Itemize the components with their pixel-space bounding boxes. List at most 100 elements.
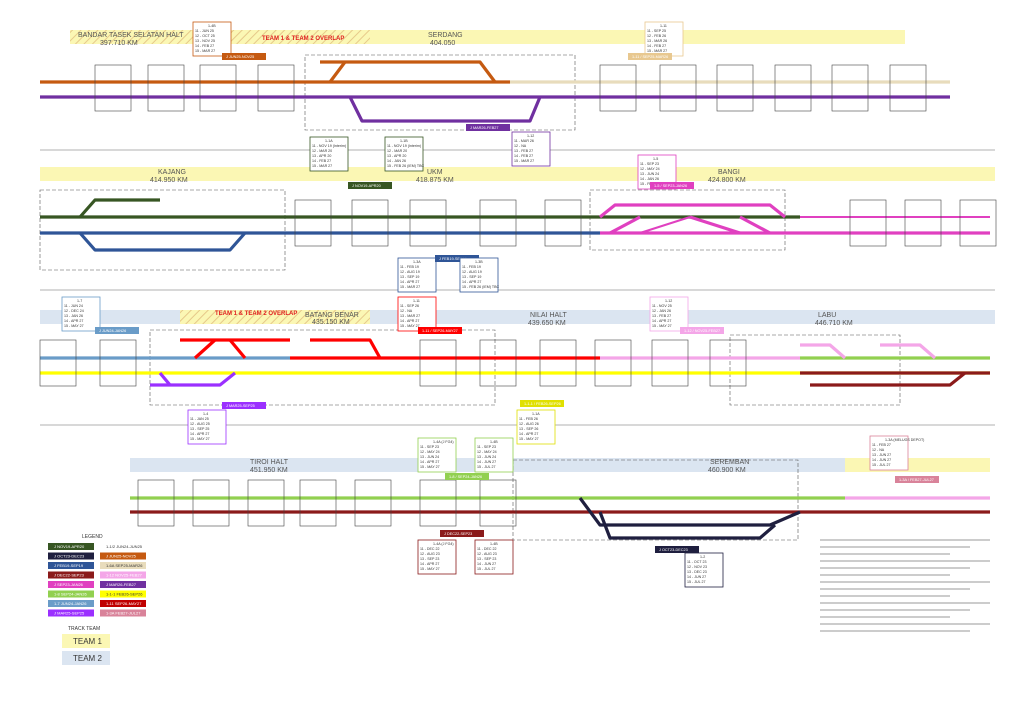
stage-tag-label: J NOV19-APR20: [352, 184, 381, 188]
callout-line: 11 - DEC 22: [477, 547, 497, 551]
callout-title: 1-11: [413, 299, 420, 303]
callout-line: 11 - SEP 23: [640, 162, 659, 166]
callout-line: 12 - AUG 26: [519, 422, 539, 426]
callout-line: 13 - SEP 23: [420, 557, 439, 561]
callout-line: 11 - SEP 23: [420, 445, 439, 449]
station-label: BATANG BENAR: [305, 312, 359, 319]
callout-line: 15 - MAY 27: [400, 324, 420, 328]
signal-box: [419, 339, 457, 387]
station-label: TIROI HALT: [250, 459, 289, 466]
callout-title: 1-1B: [400, 139, 408, 143]
signal-box: [716, 64, 754, 112]
stage-tag: [95, 327, 139, 334]
stage-tag: [895, 476, 939, 483]
legend-label: J MAR26-FEB27: [106, 582, 137, 587]
callout-frame: [511, 131, 551, 167]
callout-frame: [61, 296, 101, 332]
callout-line: 14 - FEB 27: [514, 154, 533, 158]
callout-line: 11 - FEB 26: [519, 417, 538, 421]
callout-line: 13 - DEC 23: [687, 570, 707, 574]
legend-label: J OCT23-DEC23: [54, 554, 85, 559]
signal-box: [354, 479, 392, 527]
callout-line: 14 - FEB 27: [647, 44, 666, 48]
callout-line: 14 - APR 27: [519, 432, 538, 436]
signal-box: [544, 199, 582, 247]
legend-label: 1-11 SEP26-MAY27: [106, 601, 142, 606]
station-km: 424.800 KM: [708, 177, 746, 184]
station-boundary: [729, 334, 901, 406]
callout-line: 11 - FEB 19: [400, 265, 419, 269]
track-segment: [78, 231, 247, 252]
track-segment: [348, 96, 542, 123]
team1-swatch: [62, 634, 110, 648]
callout-line: 12 - FEB 26: [647, 34, 666, 38]
callout-title: 1-3A: [413, 260, 421, 264]
track-team-key: TRACK TEAM TEAM 1 TEAM 2: [62, 626, 110, 665]
callout-title: 1-3B: [475, 260, 483, 264]
signal-box: [257, 64, 295, 112]
signal-box: [137, 479, 175, 527]
callout-line: 15 - JUL 27: [477, 465, 495, 469]
stage-tag: [348, 182, 392, 189]
callout-line: 14 - APR 27: [420, 460, 439, 464]
stage-tag-label: 1-5 / SEP23-JAN26: [654, 184, 687, 188]
legend-swatch: [48, 590, 94, 598]
callout-line: 15 - FEB 26 (IEM) TBC: [462, 285, 499, 289]
callout-line: 11 - SEP 25: [647, 29, 666, 33]
signal-box: [94, 64, 132, 112]
callout-line: 15 - MAY 27: [652, 324, 672, 328]
callout-line: 14 - JUN 27: [687, 575, 706, 579]
legend-swatch: [48, 543, 94, 550]
signal-box: [147, 64, 185, 112]
stage-tag-label: J JUN25-NOV25: [226, 55, 254, 59]
callout-line: 15 - MAY 27: [420, 465, 440, 469]
stage-tag-label: 1-12 / NOV25-FEB27: [684, 329, 720, 333]
callout-line: 11 - SEP 26: [400, 304, 419, 308]
station-label: UKM: [427, 169, 443, 176]
station-boundary: [512, 459, 799, 541]
legend-swatch: [48, 562, 94, 569]
callout-line: 15 - MAR 27: [647, 49, 667, 53]
stage-tag-label: 1-1-1 / FEB26-SEP26: [524, 402, 561, 406]
callout-title: 1-4B: [208, 24, 216, 28]
signal-box: [831, 64, 869, 112]
track-segment: [193, 338, 217, 360]
stage-tag-label: 1-3A / FEB27-JUL27: [899, 478, 934, 482]
signal-box: [659, 64, 697, 112]
callout-line: 12 - JAN 26: [652, 309, 671, 313]
track-segment: [320, 60, 497, 83]
callout-line: 12 - DEC 24: [64, 309, 84, 313]
callout-line: 13 - SEP 19: [462, 275, 481, 279]
station-label: KAJANG: [158, 169, 186, 176]
callout-frame: [187, 409, 227, 445]
callout-line: 13 - JUN 27: [872, 453, 891, 457]
callout-line: 11 - SEP 23: [477, 445, 496, 449]
callout-line: 13 - APR 20: [312, 154, 331, 158]
legend-label: J FEB19-SEP19: [54, 563, 84, 568]
signal-box: [39, 339, 77, 387]
signal-box: [709, 339, 747, 387]
signal-box: [247, 479, 285, 527]
callout-line: 15 - MAY 27: [519, 437, 539, 441]
callout-line: 11 - DEC 22: [420, 547, 440, 551]
callout-line: 14 - APR 27: [400, 319, 419, 323]
stage-tag: [680, 327, 724, 334]
station-boundary: [39, 189, 286, 271]
stage-tag: [650, 182, 694, 189]
track-segment: [78, 198, 160, 219]
signal-box: [774, 64, 812, 112]
callout-line: 14 - JUN 27: [477, 562, 496, 566]
legend-swatch: [48, 552, 94, 560]
callout-frame: [644, 21, 684, 57]
callout-frame: [869, 435, 909, 471]
legend-label: 1-3A FEB27-JUL27: [106, 611, 141, 616]
callout-line: 13 - JAN 26: [64, 314, 83, 318]
